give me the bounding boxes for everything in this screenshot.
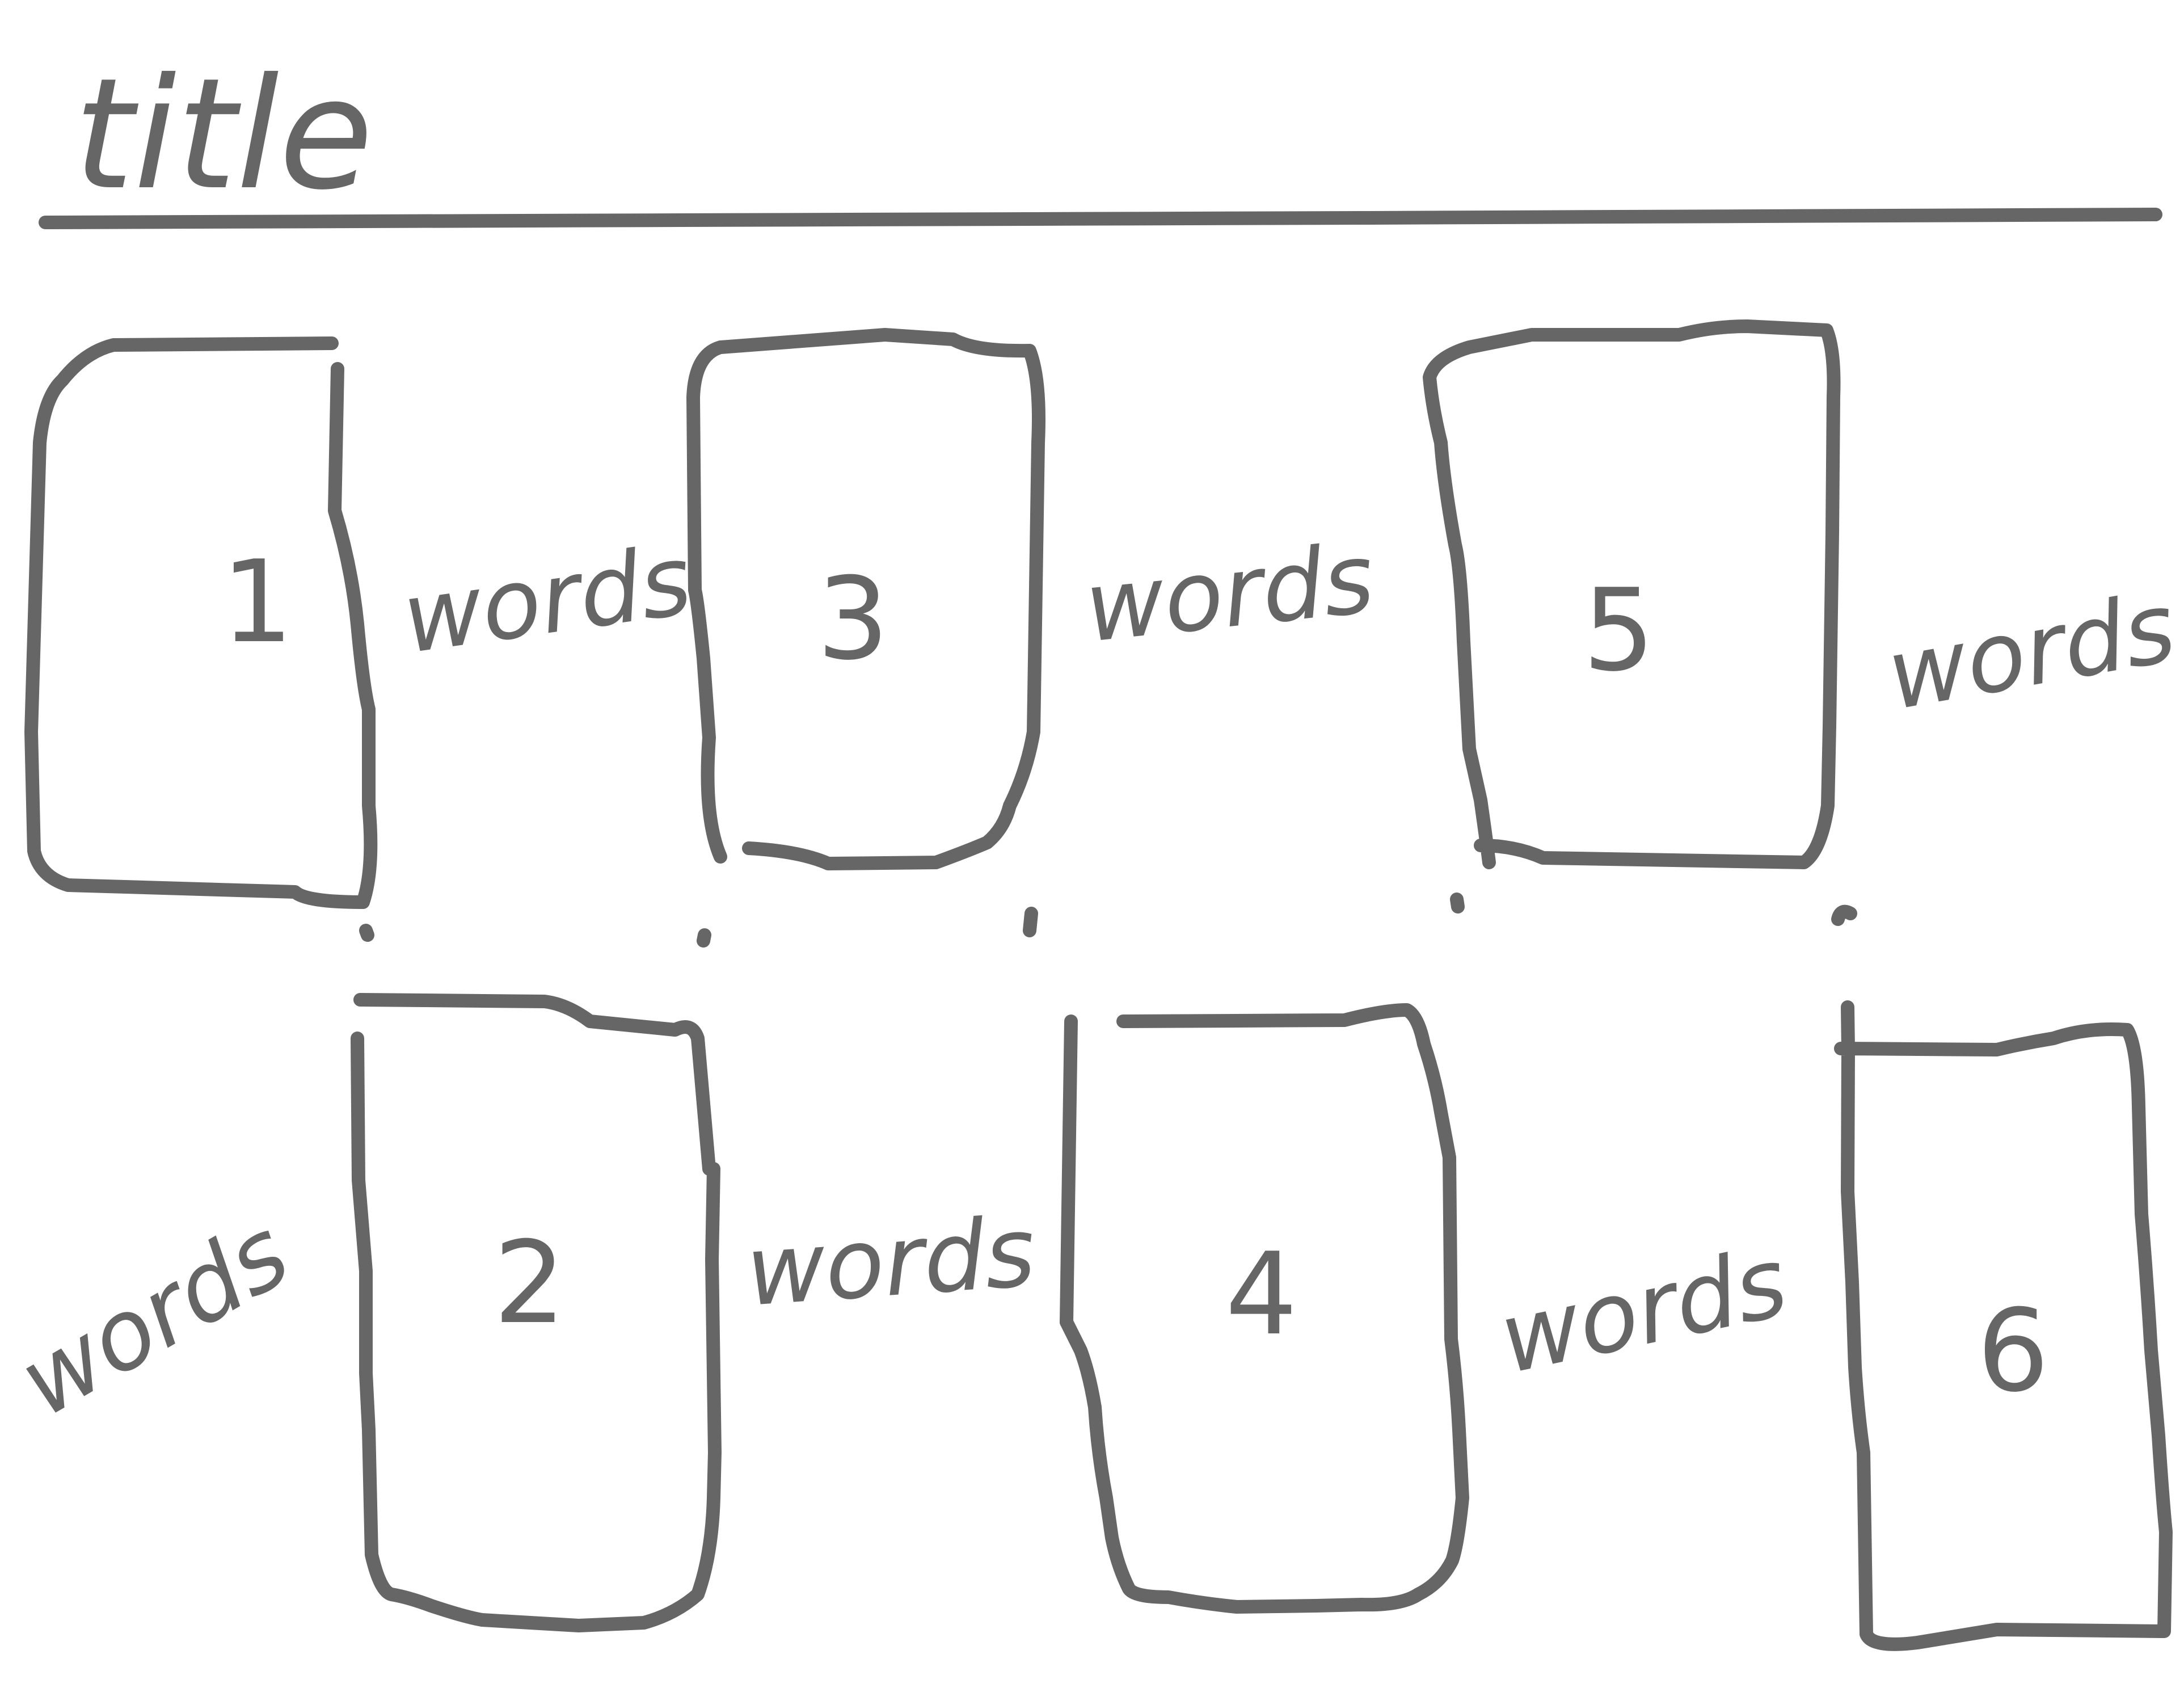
box-outline xyxy=(351,1032,722,1632)
box-outline xyxy=(24,336,378,909)
wireframe-box-1: 1 xyxy=(24,336,378,909)
box-outline xyxy=(1060,1003,1469,1614)
box-number: 5 xyxy=(1583,565,1655,697)
page-title: title xyxy=(74,45,373,224)
wireframe-box-3: 3 xyxy=(686,328,1045,870)
words-label: words xyxy=(743,1196,1039,1328)
words-label: words xyxy=(1080,523,1379,664)
words-label: words xyxy=(1490,1226,1796,1396)
words-label: words xyxy=(1,1197,307,1438)
wireframe-box-6: 6 xyxy=(1834,1000,2173,1651)
title-divider xyxy=(39,208,2162,229)
box-number: 3 xyxy=(817,553,889,685)
stray-marks xyxy=(359,893,1857,948)
wireframe-box-5: 5 xyxy=(1423,319,1841,869)
box-number: 1 xyxy=(221,536,293,668)
wireframe-box-4: 4 xyxy=(1060,1003,1469,1614)
box-outline xyxy=(686,328,1045,870)
box-number: 6 xyxy=(1977,1285,2049,1417)
box-outline xyxy=(1834,1022,2173,1651)
box-number: 4 xyxy=(1225,1228,1297,1361)
words-label: words xyxy=(396,524,698,676)
box-outline xyxy=(1423,319,1841,869)
wireframe-box-2: 2 xyxy=(351,993,722,1632)
top-edge xyxy=(353,993,716,1176)
words-label: words xyxy=(1879,571,2183,732)
left-edge xyxy=(1060,1015,1078,1329)
box-number: 2 xyxy=(494,1217,566,1349)
